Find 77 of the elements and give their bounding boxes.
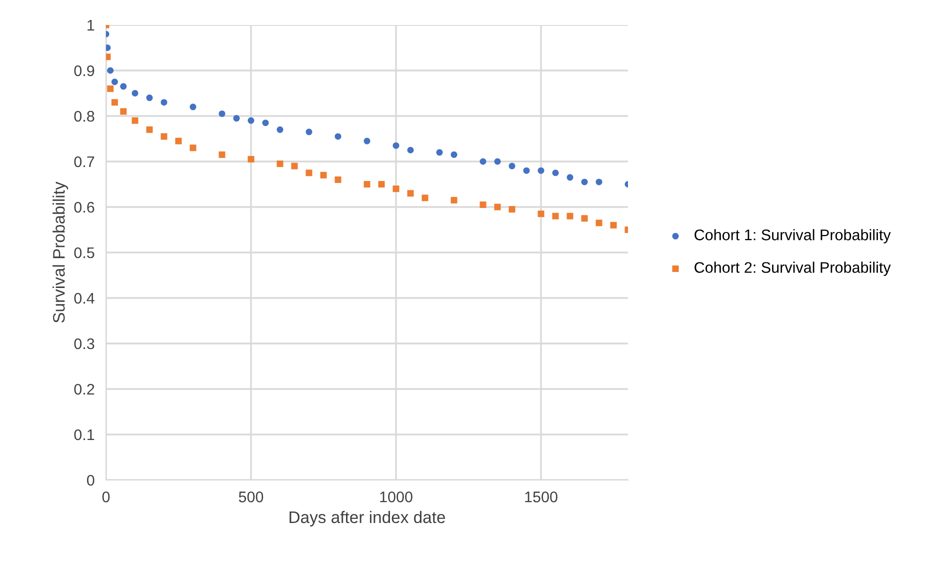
- point: [450, 151, 458, 158]
- point: [538, 210, 544, 218]
- point: [248, 117, 254, 124]
- point: [566, 174, 574, 181]
- y-axis-title: Survival Probability: [52, 182, 68, 323]
- point: [120, 108, 127, 115]
- point: [523, 167, 530, 174]
- point: [218, 151, 226, 158]
- point: [581, 215, 588, 222]
- point: [392, 142, 400, 149]
- point: [306, 128, 312, 136]
- point: [190, 104, 196, 110]
- point: [146, 94, 153, 102]
- point: [175, 138, 182, 144]
- y-tick-label: 0: [86, 474, 94, 486]
- y-tick-label: 0.9: [74, 65, 94, 76]
- point: [407, 190, 414, 197]
- point: [107, 85, 114, 92]
- point: [132, 117, 138, 124]
- point: [218, 110, 226, 117]
- point: [480, 201, 486, 208]
- point: [364, 180, 370, 188]
- point: [552, 212, 559, 220]
- x-tick-label: 500: [238, 492, 264, 502]
- point: [422, 194, 428, 202]
- point: [378, 180, 385, 188]
- point: [190, 144, 196, 152]
- point: [494, 204, 501, 210]
- point: [450, 196, 458, 204]
- point: [610, 222, 617, 228]
- point: [538, 167, 544, 174]
- point: [146, 126, 153, 133]
- x-tick-label: 0: [102, 492, 110, 502]
- point: [160, 99, 168, 106]
- y-tick-label: 0.3: [74, 338, 94, 350]
- legend-label: Cohort 2: Survival Probability: [694, 262, 891, 276]
- point: [480, 158, 486, 165]
- point: [276, 160, 284, 168]
- x-tick-label: 1500: [525, 492, 558, 502]
- point: [596, 220, 602, 226]
- point: [334, 176, 342, 183]
- point: [320, 172, 327, 178]
- point: [508, 162, 516, 170]
- point: [494, 158, 501, 165]
- point: [392, 186, 400, 192]
- point: [334, 133, 342, 140]
- point: [120, 83, 127, 90]
- y-tick-label: 0.6: [74, 202, 94, 213]
- point: [306, 170, 312, 176]
- y-tick-label: 1: [88, 20, 94, 31]
- point: [160, 133, 168, 140]
- point: [276, 126, 284, 133]
- point: [111, 99, 118, 106]
- y-tick-label: 0.1: [74, 429, 94, 440]
- y-tick-label: 0.8: [74, 110, 94, 122]
- point: [566, 212, 574, 220]
- y-tick-label: 0.7: [74, 156, 94, 168]
- y-tick-label: 0.4: [74, 292, 94, 304]
- point: [508, 206, 516, 213]
- point: [262, 120, 269, 126]
- point: [596, 178, 602, 186]
- point: [107, 67, 114, 74]
- point: [111, 78, 118, 86]
- x-tick-label: 1000: [380, 492, 412, 502]
- x-axis-title: Days after index date: [290, 510, 446, 526]
- y-tick-label: 0.2: [74, 384, 94, 395]
- point: [233, 115, 240, 122]
- legend-label: Cohort 1: Survival Probability: [694, 229, 891, 244]
- point: [581, 178, 588, 186]
- point: [436, 149, 443, 156]
- y-tick-label: 0.5: [74, 247, 94, 258]
- point: [552, 170, 559, 176]
- point: [291, 162, 298, 170]
- point: [132, 90, 138, 97]
- point: [364, 138, 370, 144]
- point: [407, 146, 414, 154]
- point: [248, 156, 254, 162]
